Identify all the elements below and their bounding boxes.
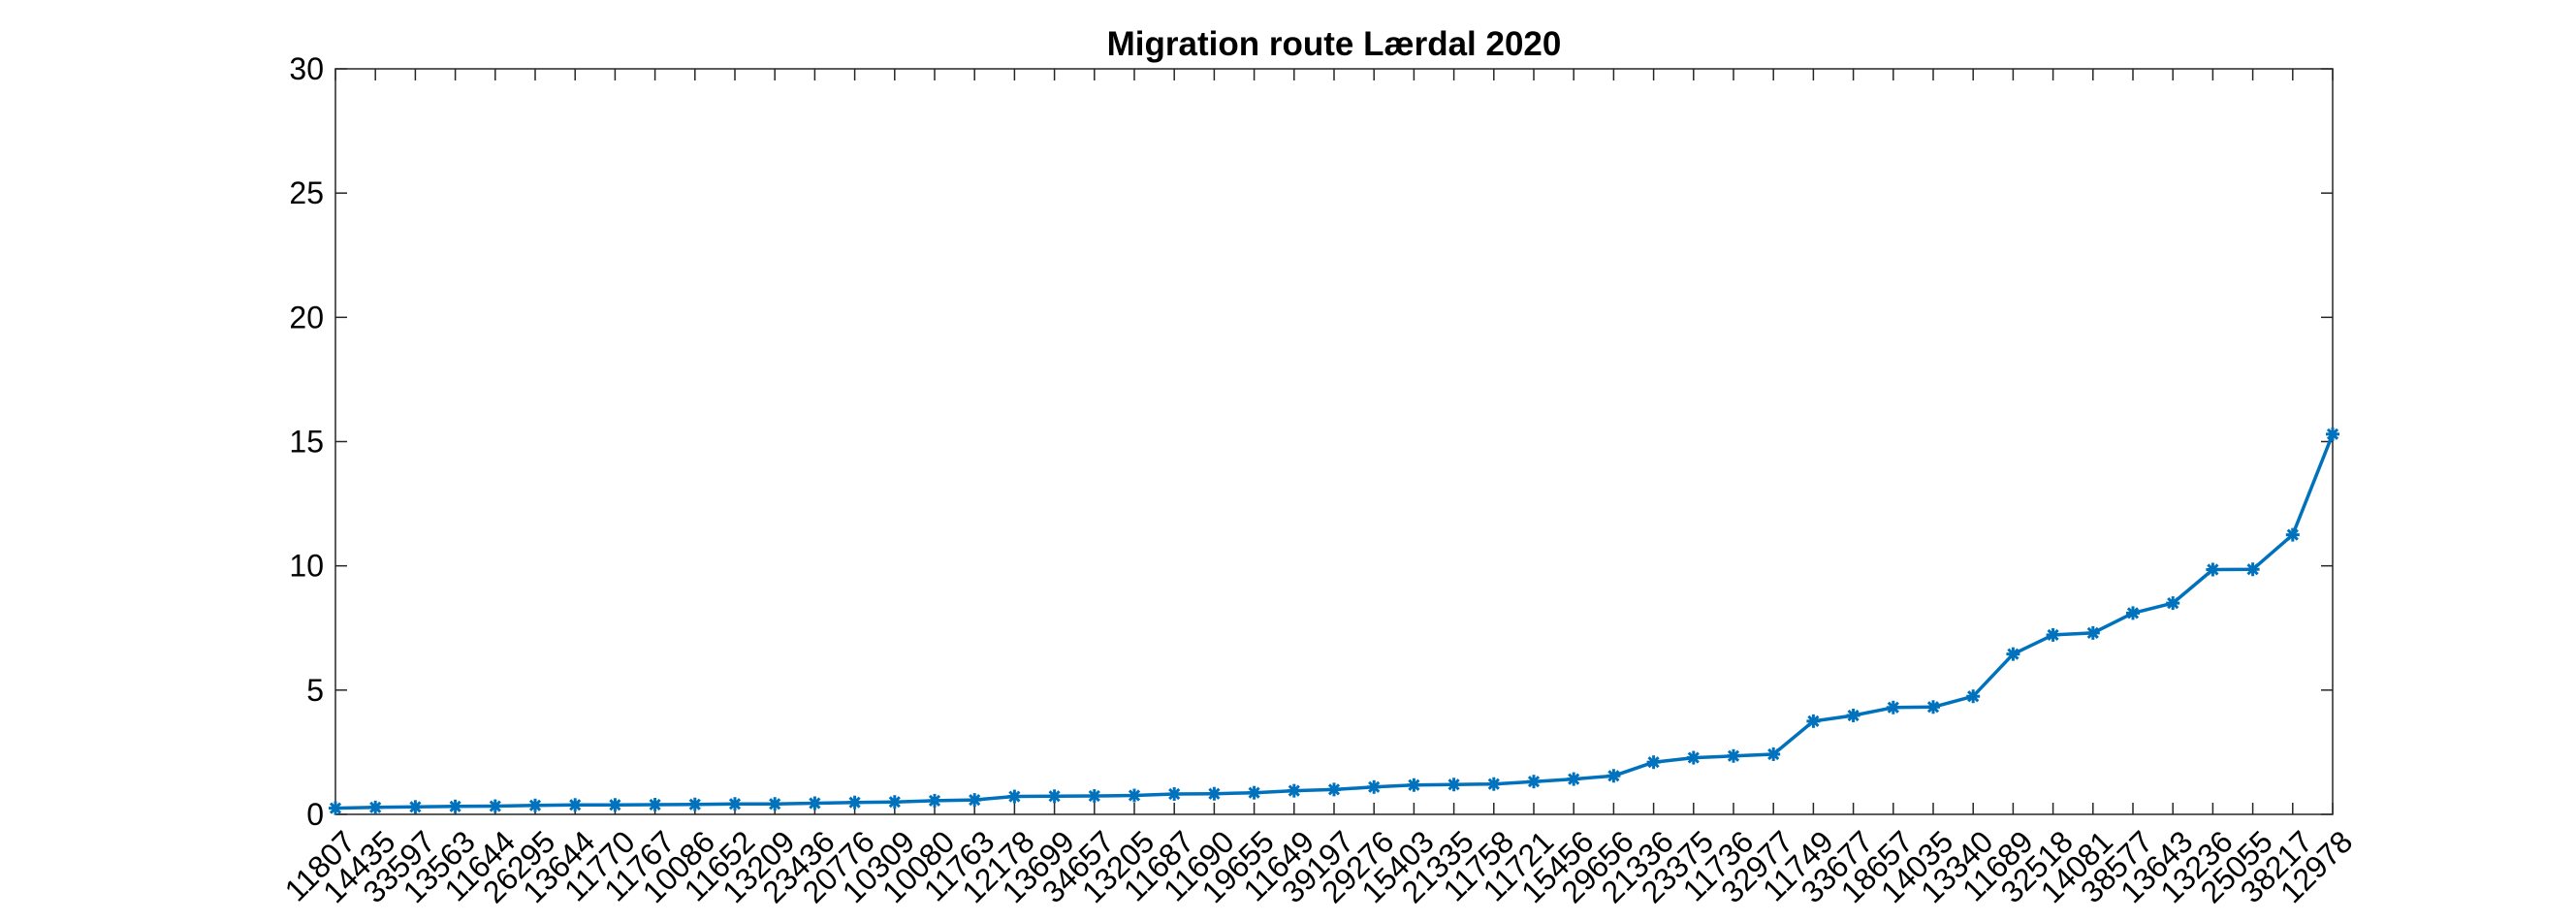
data-point (1367, 779, 1382, 794)
data-point (528, 798, 542, 812)
y-tick-label: 0 (306, 797, 324, 832)
data-point (1047, 789, 1062, 804)
data-point (887, 795, 902, 810)
data-point (2245, 562, 2260, 577)
data-point (1567, 772, 1581, 786)
data-point (1926, 700, 1940, 715)
data-point (2206, 562, 2220, 577)
data-point (1846, 708, 1860, 722)
y-tick-label: 5 (306, 673, 324, 708)
data-point (1766, 746, 1781, 761)
data-point (2126, 606, 2140, 620)
data-point (1407, 778, 1421, 792)
data-point (1886, 700, 1900, 715)
data-point (1527, 775, 1541, 789)
data-point (968, 793, 982, 808)
data-point (2326, 427, 2339, 441)
data-point (329, 801, 342, 815)
y-tick-label: 30 (289, 51, 324, 86)
data-point (1606, 769, 1621, 783)
data-point (2285, 527, 2300, 542)
x-axis-ticks: 1180714435335971356311644262951364411770… (278, 69, 2359, 909)
series-line (334, 433, 2335, 810)
data-point (1486, 777, 1501, 791)
data-point (1646, 755, 1661, 770)
data-point (928, 793, 941, 808)
data-point (408, 800, 423, 814)
y-tick-label: 25 (289, 175, 324, 210)
data-point (1007, 789, 1022, 804)
data-point (1207, 786, 1222, 801)
data-series (329, 427, 2339, 815)
data-point (1247, 785, 1261, 800)
y-tick-label: 15 (289, 425, 324, 460)
data-point (2006, 647, 2020, 661)
plot-area-box (334, 68, 2334, 815)
data-point (2046, 627, 2060, 642)
data-point (1447, 778, 1461, 792)
data-point (1727, 748, 1740, 763)
data-point (568, 798, 583, 812)
data-point (1287, 783, 1301, 798)
data-point (1167, 786, 1182, 801)
y-axis-ticks: 0 5 10 15 20 25 30 (289, 51, 2333, 832)
data-point (768, 797, 782, 811)
data-point (728, 797, 742, 811)
data-point (1087, 789, 1101, 804)
data-point (648, 798, 662, 812)
y-tick-label: 20 (289, 300, 324, 334)
data-point (1806, 714, 1821, 728)
data-point (448, 799, 462, 813)
data-point (1128, 788, 1141, 803)
data-point (2166, 596, 2180, 611)
data-point (808, 796, 822, 810)
y-tick-label: 10 (289, 549, 324, 584)
data-point (1966, 689, 1981, 704)
data-point (1686, 750, 1701, 765)
data-point (1327, 782, 1341, 797)
data-point (687, 797, 702, 811)
data-point (608, 798, 622, 812)
axes (334, 68, 2334, 815)
data-point (368, 800, 383, 814)
chart-title: Migration route Lærdal 2020 (1107, 25, 1562, 63)
data-point (847, 795, 862, 810)
data-point (488, 799, 502, 813)
data-point (2085, 625, 2100, 640)
